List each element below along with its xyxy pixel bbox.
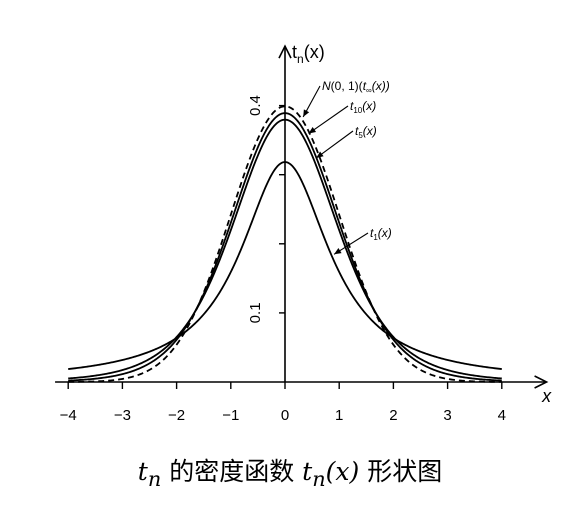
curve-label-tail: (x)) <box>372 79 390 93</box>
curve-label-3: t1(x) <box>370 226 392 242</box>
y-axis-title: tn(x) <box>292 42 325 66</box>
caption-func: t <box>302 457 313 486</box>
curve-label-tail: (x) <box>363 124 377 138</box>
x-tick-label: −2 <box>168 407 185 424</box>
y-axis-arrow <box>278 44 292 59</box>
leader-arrow <box>303 109 310 117</box>
caption-tail: 形状图 <box>359 457 443 486</box>
y-axis-title-sub: n <box>297 52 304 66</box>
curve-label-sub: ∞ <box>366 86 372 95</box>
leader-arrow <box>316 151 324 159</box>
curve-label-1: t10(x) <box>350 99 376 115</box>
x-tick-label: 3 <box>443 407 451 424</box>
x-tick-label: 4 <box>498 407 506 424</box>
curve-label-sub-prefix: t <box>363 79 367 93</box>
x-tick-label: −4 <box>60 407 77 424</box>
x-tick-label: −3 <box>114 407 131 424</box>
leader-arrow <box>334 248 342 255</box>
caption-t: t <box>137 457 148 486</box>
curve-label-main: t <box>350 99 354 113</box>
x-axis-arrow <box>534 375 549 389</box>
x-tick-label: −1 <box>222 407 239 424</box>
labels-layer: N(0, 1)(t∞(x))t10(x)t5(x)t1(x) <box>302 79 392 255</box>
curve-label-0: N(0, 1)(t∞(x)) <box>322 79 390 95</box>
curve-normal <box>68 105 502 383</box>
curve-label-main: N <box>322 79 331 93</box>
curve-t1 <box>68 161 502 370</box>
caption-func-sub: n <box>312 467 326 491</box>
curve-t5 <box>68 118 502 380</box>
curves-layer <box>68 105 502 383</box>
x-tick-label: 2 <box>389 407 397 424</box>
y-axis-title-arg: (x) <box>304 42 325 62</box>
y-tick-label: 0.4 <box>247 95 264 116</box>
curve-label-sub: 10 <box>353 106 362 115</box>
y-tick-label: 0.1 <box>247 302 264 323</box>
leader-line <box>308 105 349 134</box>
curve-label-main: t <box>355 124 359 138</box>
caption-n: n <box>147 467 162 491</box>
curve-label-tail: (x) <box>378 226 392 240</box>
caption-text: 的密度函数 <box>161 457 303 486</box>
curve-label-sub: 1 <box>373 233 378 242</box>
curve-label-tail: (x) <box>362 99 376 113</box>
curve-label-sub: 5 <box>358 131 363 140</box>
x-tick-label: 0 <box>281 407 289 424</box>
curve-t10 <box>68 112 502 382</box>
leader-line <box>315 130 354 159</box>
curve-label-main: t <box>370 226 374 240</box>
curve-label-rest: (0, 1)( <box>331 79 363 93</box>
figure-caption: tn 的密度函数 tn(x) 形状图 <box>0 452 580 491</box>
leader-arrow <box>308 127 317 134</box>
curve-label-2: t5(x) <box>355 124 377 140</box>
x-axis-title: x <box>541 386 552 406</box>
caption-func-arg: (x) <box>325 457 360 486</box>
x-tick-label: 1 <box>335 407 343 424</box>
